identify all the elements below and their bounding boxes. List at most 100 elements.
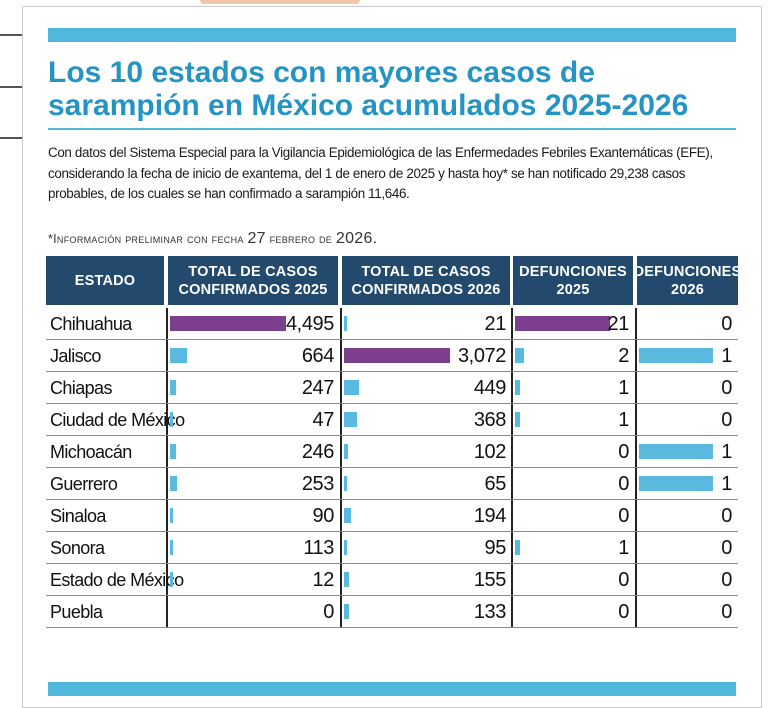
bar-c2026 [344,572,350,587]
value-c2025: 12 [312,569,335,591]
bar-c2026 [344,348,450,363]
value-c2025: 247 [301,377,335,399]
row-divider [46,371,738,372]
row-divider [46,595,738,596]
value-c2025: 664 [301,345,335,367]
top-accent-bar [48,28,736,42]
value-c2026: 133 [473,601,507,623]
bar-c2025 [170,316,286,331]
state-label: Chiapas [50,378,112,398]
value-d2025: 2 [618,345,629,367]
bottom-accent-bar [48,682,736,696]
bar-c2025 [170,444,177,459]
state-label: Ciudad de México [50,410,185,430]
table-row: Sonora 113 95 1 0 [46,532,738,564]
description-text: Con datos del Sistema Especial para la V… [48,145,713,201]
value-d2026: 0 [721,409,732,431]
bar-c2026 [344,604,349,619]
value-c2026: 21 [484,313,507,335]
margin-rule [0,86,22,88]
column-separator [511,308,513,628]
state-label: Estado de México [50,570,184,590]
bar-c2026 [344,380,360,395]
bar-d2025 [515,316,610,331]
table-row: Estado de México 12 155 0 0 [46,564,738,596]
value-d2026: 1 [721,473,732,495]
column-header-c2026: TOTAL DE CASOS CONFIRMADOS 2026 [342,256,510,305]
table-row: Michoacán 246 102 0 1 [46,436,738,468]
state-label: Chihuahua [50,314,132,334]
bar-c2026 [344,476,347,491]
value-d2025: 0 [618,569,629,591]
value-d2025: 0 [618,441,629,463]
value-d2025: 1 [618,537,629,559]
row-divider [46,499,738,500]
note-prefix: *Información preliminar con fecha [48,232,248,246]
table-row: Jalisco 664 3,072 2 1 [46,340,738,372]
value-c2026: 3,072 [457,345,506,367]
margin-rule [0,34,22,36]
value-c2026: 95 [484,537,507,559]
value-d2026: 0 [721,377,732,399]
column-header-state: ESTADO [46,256,164,305]
table-row: Chiapas 247 449 1 0 [46,372,738,404]
state-label: Michoacán [50,442,132,462]
bar-c2026 [344,540,348,555]
row-divider [46,467,738,468]
note-year: 2026. [335,230,378,247]
value-d2026: 1 [721,345,732,367]
value-c2025: 90 [312,505,335,527]
column-separator [340,308,342,628]
bar-d2026 [639,476,713,491]
value-d2026: 0 [721,569,732,591]
state-label: Puebla [50,602,103,622]
value-d2025: 0 [618,601,629,623]
bar-c2025 [170,412,173,427]
bar-d2025 [515,380,520,395]
row-divider [46,435,738,436]
value-d2025: 21 [607,313,630,335]
value-c2025: 4,495 [285,313,334,335]
value-d2026: 0 [721,505,732,527]
table-row: Chihuahua 4,495 21 21 0 [46,308,738,340]
table-row: Guerrero 253 65 0 1 [46,468,738,500]
column-header-d2026: DEFUNCIONES 2026 [634,256,741,305]
table-row: Ciudad de México 47 368 1 0 [46,404,738,436]
value-d2026: 0 [721,601,732,623]
note-day: 27 [247,230,266,247]
bar-d2026 [639,348,713,363]
state-label: Guerrero [50,474,118,494]
bar-d2025 [515,348,525,363]
bar-c2026 [344,508,351,523]
row-divider [46,531,738,532]
bar-d2025 [515,412,520,427]
value-d2026: 0 [721,537,732,559]
value-d2025: 1 [618,377,629,399]
table-row: Puebla 0 133 0 0 [46,596,738,628]
value-d2025: 1 [618,409,629,431]
top-decoration [200,0,360,4]
value-d2025: 0 [618,505,629,527]
bar-c2025 [170,508,173,523]
state-label: Jalisco [50,346,101,366]
chart-title: Los 10 estados con mayores casos de sara… [48,56,689,122]
row-divider [46,339,738,340]
value-d2026: 1 [721,441,732,463]
column-separator [635,308,637,628]
bar-d2025 [515,540,520,555]
value-c2026: 368 [473,409,507,431]
row-divider [46,563,738,564]
value-d2026: 0 [721,313,732,335]
title-divider [48,128,736,130]
value-c2025: 246 [301,441,335,463]
value-c2025: 253 [301,473,335,495]
margin-rule [0,137,22,139]
row-divider [46,627,738,628]
value-c2026: 102 [473,441,507,463]
state-label: Sinaloa [50,506,106,526]
column-separator [166,308,168,628]
bar-c2026 [344,316,347,331]
bar-c2025 [170,540,173,555]
value-c2025: 113 [303,537,334,559]
value-c2026: 155 [473,569,507,591]
